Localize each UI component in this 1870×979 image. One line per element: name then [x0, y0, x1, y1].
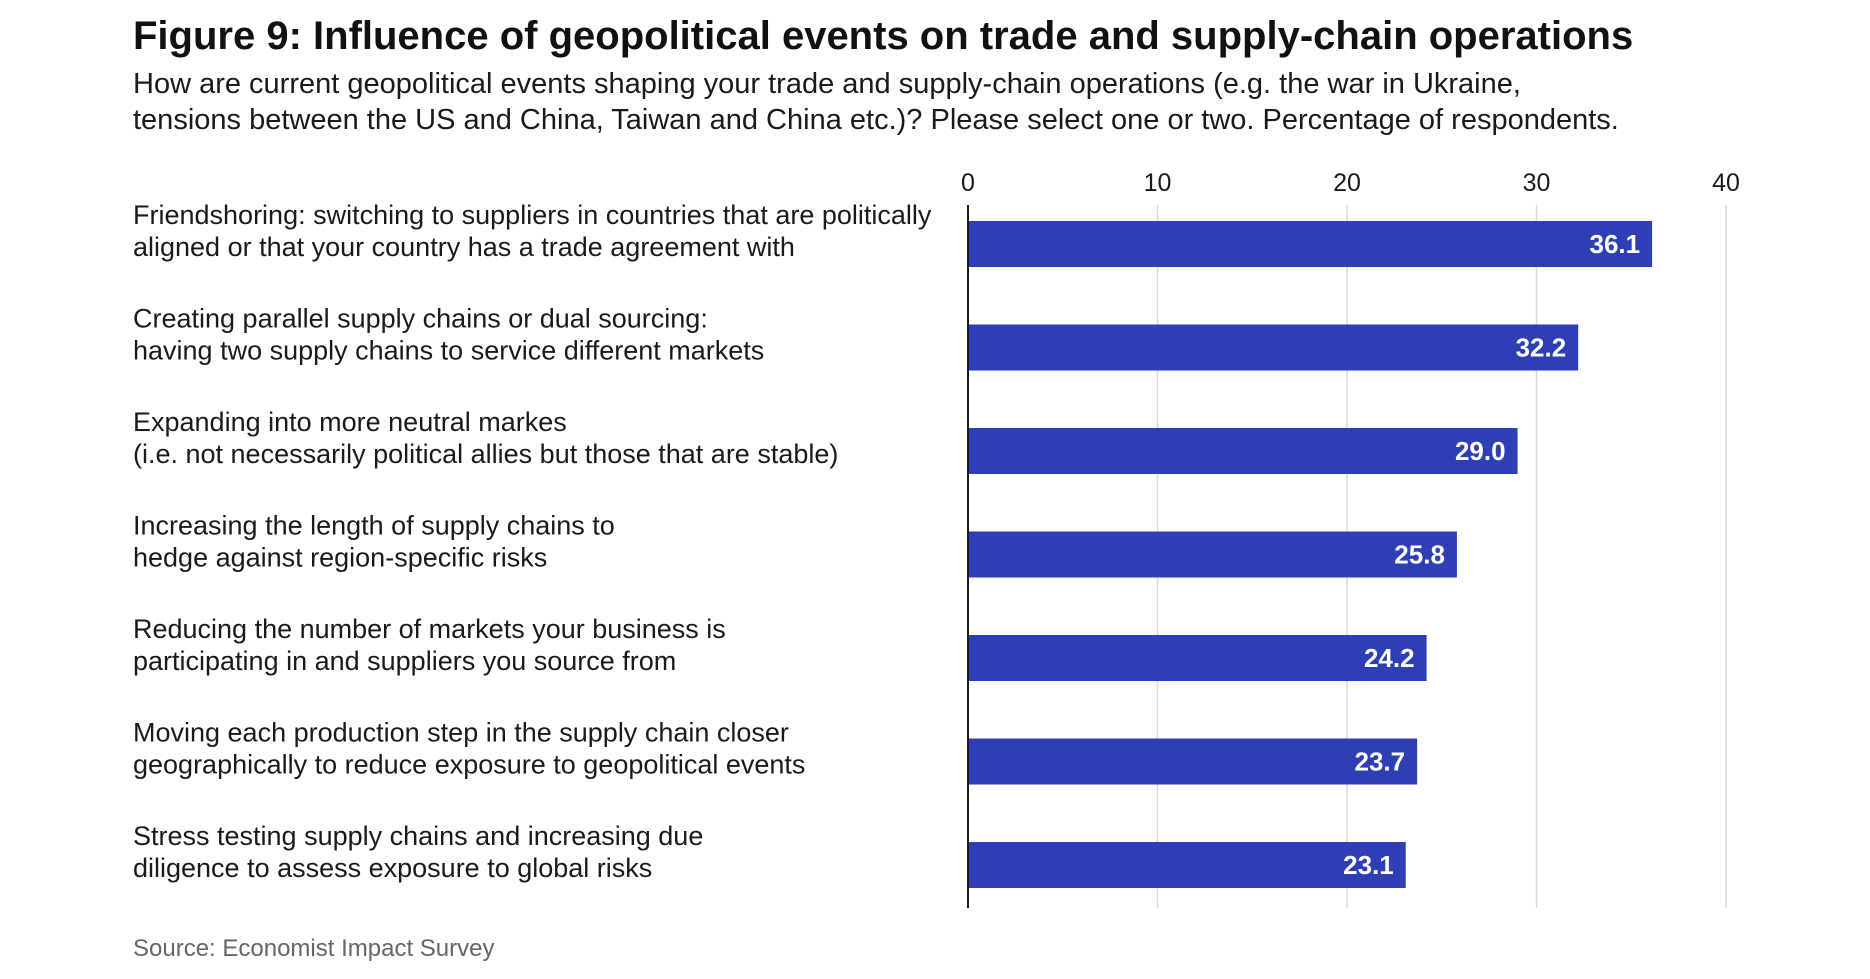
category-label-line: Expanding into more neutral markes [133, 407, 567, 437]
category-label: Increasing the length of supply chains t… [133, 511, 615, 573]
bar-value-label: 32.2 [1516, 333, 1567, 363]
source-note: Source: Economist Impact Survey [133, 935, 495, 962]
category-label-line: (i.e. not necessarily political allies b… [133, 439, 838, 469]
subtitle-line-1: How are current geopolitical events shap… [133, 68, 1521, 100]
category-label-line: hedge against region-specific risks [133, 543, 547, 573]
x-tick-label: 40 [1712, 169, 1740, 197]
category-label: Creating parallel supply chains or dual … [133, 304, 764, 366]
bar [968, 842, 1406, 888]
category-label-line: aligned or that your country has a trade… [133, 232, 795, 262]
category-label: Moving each production step in the suppl… [133, 718, 805, 780]
category-label-line: having two supply chains to service diff… [133, 336, 764, 366]
category-label: Reducing the number of markets your busi… [133, 614, 726, 676]
bar [968, 324, 1579, 371]
category-label-line: Increasing the length of supply chains t… [133, 511, 615, 541]
category-label: Stress testing supply chains and increas… [133, 821, 703, 883]
bar [968, 428, 1518, 474]
category-label-line: Reducing the number of markets your busi… [133, 614, 726, 644]
chart-title: Figure 9: Influence of geopolitical even… [133, 14, 1634, 58]
bar [968, 531, 1457, 578]
category-label: Friendshoring: switching to suppliers in… [133, 200, 932, 262]
bar [968, 635, 1427, 681]
x-tick-label: 10 [1144, 169, 1172, 197]
x-tick-label: 20 [1333, 169, 1361, 197]
category-label-line: Stress testing supply chains and increas… [133, 821, 703, 851]
bar-value-label: 23.1 [1343, 850, 1394, 880]
x-tick-label: 0 [961, 169, 975, 197]
x-tick-label: 30 [1523, 169, 1551, 197]
category-label-line: geographically to reduce exposure to geo… [133, 750, 805, 780]
bar-value-label: 24.2 [1364, 643, 1415, 673]
subtitle-line-2: tensions between the US and China, Taiwa… [133, 104, 1619, 136]
category-label: Expanding into more neutral markes (i.e. … [133, 407, 838, 469]
bar-value-label: 29.0 [1455, 436, 1506, 466]
category-label-line: Creating parallel supply chains or dual … [133, 304, 708, 334]
category-label-line: participating in and suppliers you sourc… [133, 646, 676, 676]
bar-value-label: 23.7 [1355, 747, 1406, 777]
category-label-line: diligence to assess exposure to global r… [133, 853, 652, 883]
bar [968, 738, 1418, 785]
chart-subtitle: How are current geopolitical events shap… [133, 66, 1783, 138]
bar [968, 221, 1653, 267]
bar-value-label: 36.1 [1589, 229, 1640, 259]
category-label-line: Friendshoring: switching to suppliers in… [133, 200, 932, 230]
category-label-line: Moving each production step in the suppl… [133, 718, 789, 748]
bar-value-label: 25.8 [1394, 540, 1445, 570]
